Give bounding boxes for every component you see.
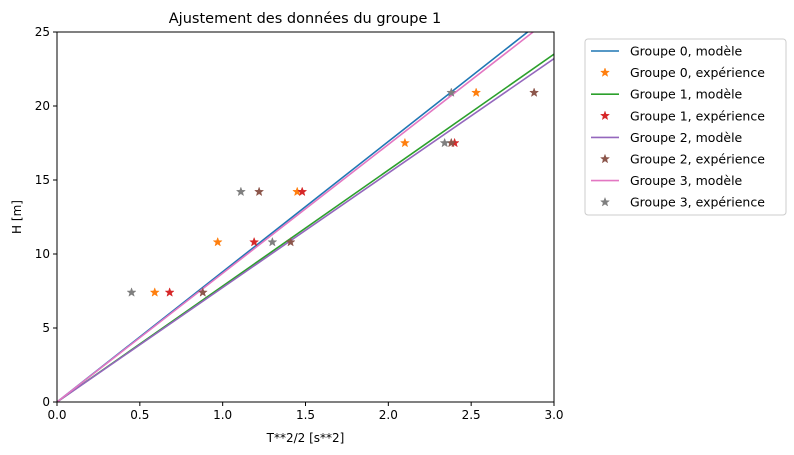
x-tick-label: 2.0: [379, 408, 398, 422]
y-tick-label: 10: [35, 247, 50, 261]
chart-title: Ajustement des données du groupe 1: [169, 11, 441, 27]
data-point-star: [471, 87, 482, 97]
x-tick-label: 1.0: [213, 408, 232, 422]
data-point-star: [267, 236, 278, 247]
legend-star-swatch: [599, 153, 611, 164]
legend-star-swatch: [599, 196, 611, 207]
x-tick-label: 2.5: [462, 408, 481, 422]
data-point-star: [149, 287, 160, 297]
data-point-star: [249, 236, 260, 247]
x-tick-label: 3.0: [544, 408, 563, 422]
legend-star-swatch: [599, 110, 611, 121]
data-point-star: [197, 287, 208, 297]
legend-entry-label: Groupe 2, expérience: [630, 152, 765, 167]
data-point-star: [446, 87, 457, 97]
y-axis-label: H [m]: [10, 200, 24, 234]
data-point-star: [439, 137, 450, 148]
data-point-star: [254, 186, 265, 197]
legend: Groupe 0, modèle Groupe 0, expérience Grou…: [584, 38, 787, 216]
x-tick-label: 1.5: [296, 408, 315, 422]
x-tick-label: 0.0: [47, 408, 66, 422]
data-point-star: [235, 186, 246, 197]
legend-star-swatch: [599, 67, 611, 77]
data-point-star: [399, 137, 410, 148]
y-tick-label: 25: [35, 25, 50, 39]
plot-frame: [56, 31, 555, 403]
markers-layer: [126, 87, 540, 297]
legend-entry-label: Groupe 3, modèle: [630, 173, 743, 188]
x-axis-label: T**2/2 [s**2]: [266, 431, 345, 445]
data-point-star: [212, 236, 223, 247]
y-tick-label: 15: [35, 173, 50, 187]
data-point-star: [297, 186, 308, 197]
legend-entry-label: Groupe 2, modèle: [630, 130, 743, 145]
legend-entry-label: Groupe 3, expérience: [630, 195, 765, 210]
model-line-6: [57, 32, 535, 402]
legend-frame: [584, 38, 787, 216]
model-line-4: [57, 57, 554, 402]
series-layer: [57, 32, 554, 402]
y-tick-label: 5: [42, 321, 50, 335]
data-point-star: [164, 287, 175, 297]
data-point-star: [529, 87, 540, 97]
x-tick-label: 0.5: [130, 408, 149, 422]
legend-entry-label: Groupe 0, modèle: [630, 44, 743, 59]
legend-entry-label: Groupe 1, expérience: [630, 108, 765, 123]
y-tick-label: 0: [42, 395, 50, 409]
y-tick-label: 20: [35, 99, 50, 113]
axes: 0.0 0.5 1.0 1.5 2.0 2.5 3.0 0 5 10 15 20 25: [35, 25, 564, 422]
legend-entry-label: Groupe 1, modèle: [630, 87, 743, 102]
data-point-star: [126, 287, 137, 297]
legend-entry-label: Groupe 0, expérience: [630, 65, 765, 80]
data-point-star: [285, 236, 296, 247]
